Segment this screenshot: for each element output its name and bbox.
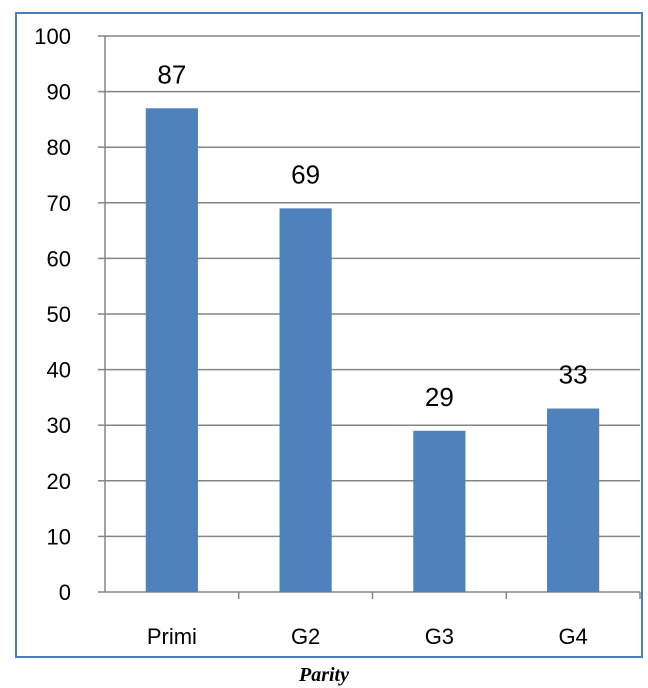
y-tick-label: 30 — [47, 413, 71, 438]
y-tick-label: 100 — [34, 24, 71, 49]
x-tick-label: G4 — [558, 624, 587, 649]
bar-chart: 0 10 20 30 40 50 60 70 80 90 100 87 Primi 69 G2 29 G3 33 G… — [34, 24, 641, 649]
x-tick-label: G2 — [291, 624, 320, 649]
bar-g4 — [547, 408, 600, 592]
bar-g2 — [279, 208, 332, 593]
y-tick-label: 80 — [47, 135, 71, 160]
y-tick-label: 40 — [47, 358, 71, 383]
y-tick-label: 0 — [59, 580, 71, 605]
bar-primi — [145, 108, 198, 592]
y-tick-label: 60 — [47, 246, 71, 271]
y-tick-label: 90 — [47, 80, 71, 105]
y-tick-label: 10 — [47, 524, 71, 549]
y-tick-label: 70 — [47, 191, 71, 216]
data-label: 87 — [157, 59, 186, 89]
x-tick-label: G3 — [425, 624, 454, 649]
x-axis-label: Parity — [299, 664, 349, 686]
data-label: 33 — [559, 360, 588, 390]
y-tick-label: 20 — [47, 469, 71, 494]
data-label: 29 — [425, 382, 454, 412]
data-label: 69 — [291, 159, 320, 189]
bar-g3 — [413, 430, 466, 592]
y-tick-label: 50 — [47, 302, 71, 327]
x-tick-label: Primi — [147, 624, 197, 649]
